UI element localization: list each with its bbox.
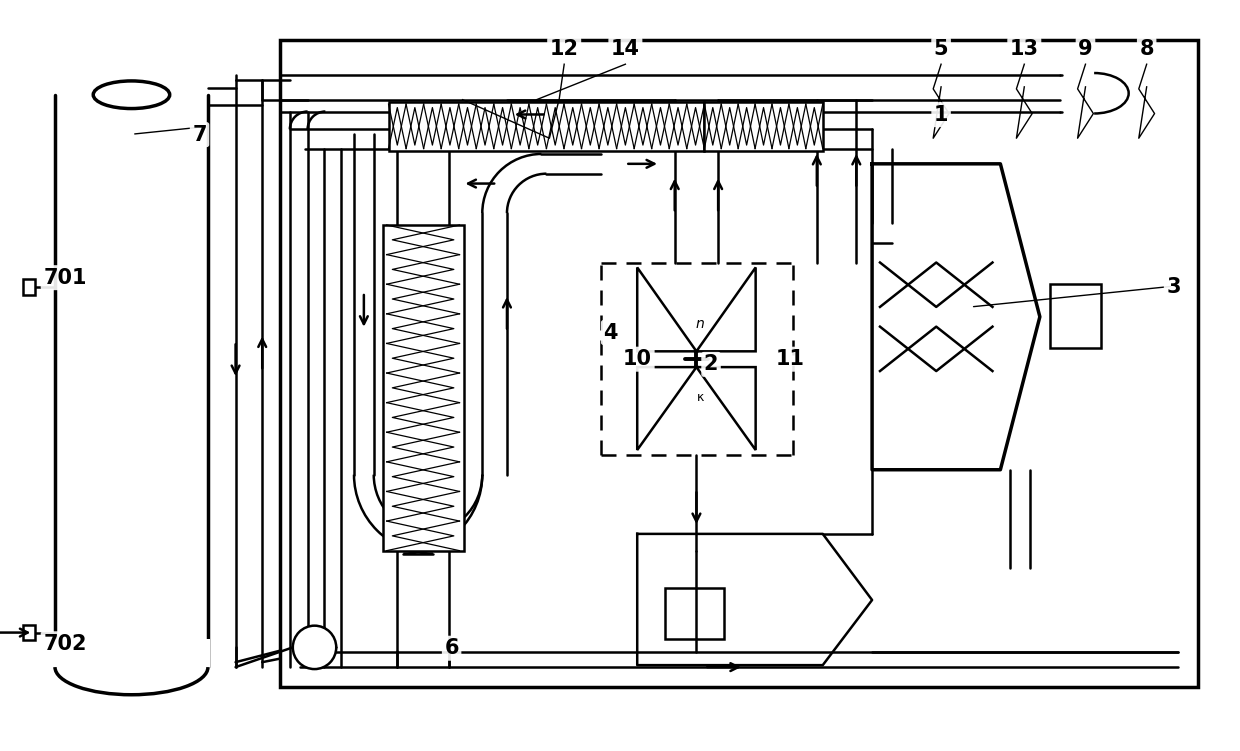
Bar [665, 588, 724, 640]
Bar [280, 41, 1198, 687]
Text: 8: 8 [1140, 39, 1154, 59]
Text: 3: 3 [1167, 276, 1180, 297]
Circle shape [293, 626, 336, 669]
Text: 701: 701 [43, 267, 87, 288]
Bar [24, 625, 35, 641]
Text: 9: 9 [1078, 39, 1092, 59]
Bar [53, 640, 210, 669]
Text: 2: 2 [704, 354, 718, 375]
Bar [1050, 284, 1101, 348]
Bar [388, 101, 704, 151]
Bar [24, 279, 35, 295]
Text: 7: 7 [192, 125, 207, 145]
Text: 11: 11 [776, 349, 805, 369]
Text: 13: 13 [1009, 39, 1039, 59]
Ellipse shape [93, 81, 170, 109]
Bar [383, 225, 464, 550]
Text: 702: 702 [43, 634, 87, 654]
Text: 6: 6 [444, 638, 459, 658]
Text: 10: 10 [624, 349, 652, 369]
Text: κ: κ [697, 391, 704, 404]
Text: 4: 4 [604, 322, 618, 342]
Bar [704, 101, 823, 151]
Text: n: n [696, 317, 704, 330]
Text: 5: 5 [934, 39, 949, 59]
Text: 1: 1 [934, 104, 949, 125]
Text: 12: 12 [549, 39, 579, 59]
Text: 14: 14 [611, 39, 640, 59]
